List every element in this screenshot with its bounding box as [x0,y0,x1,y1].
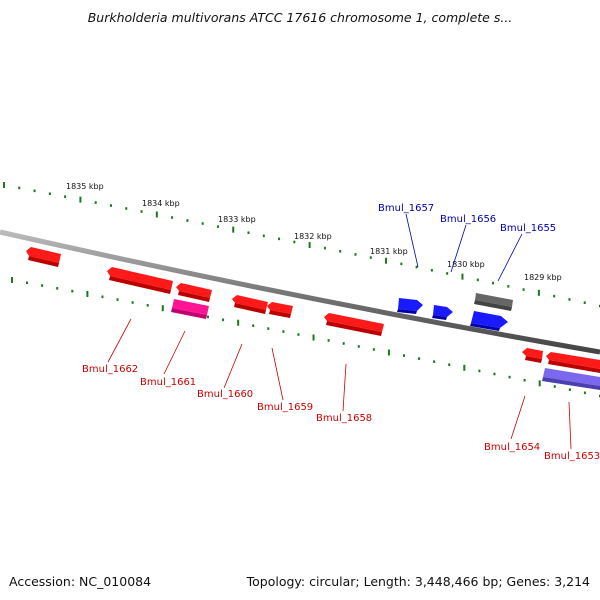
gene-bmul-1656-arrow[interactable] [432,305,453,320]
genes-reverse-strand [26,247,600,390]
gene-bmul-1661-arrow[interactable] [176,283,212,302]
gene-red-right[interactable] [546,352,600,373]
kbp-label-1829: 1829 kbp [524,273,562,282]
gene-label-bmul-1653[interactable]: Bmul_1653 [544,451,600,462]
gene-labels: Bmul_1657 Bmul_1656 Bmul_1655 Bmul_1662 … [82,203,600,462]
gene-label-bmul-1661[interactable]: Bmul_1661 [140,377,196,388]
gene-label-bmul-1658[interactable]: Bmul_1658 [316,413,372,424]
gene-label-bmul-1659[interactable]: Bmul_1659 [257,402,313,413]
kbp-label-1835: 1835 kbp [66,182,104,191]
gene-bmul-1660-arrow[interactable] [232,295,268,314]
accession-text: Accession: NC_010084 [9,574,151,589]
chromosome-backbone [0,229,600,355]
gene-bmul-1659-arrow[interactable] [267,302,293,318]
gene-bmul-1653-block[interactable] [542,368,600,390]
gene-bmul-1655-arrow[interactable] [470,311,508,331]
kbp-label-1831: 1831 kbp [370,247,408,256]
gene-bmul-1654-arrow[interactable] [522,348,543,363]
kbp-label-1833: 1833 kbp [218,215,256,224]
page-title: Burkholderia multivorans ATCC 17616 chro… [88,10,513,25]
kbp-label-1830: 1830 kbp [447,260,485,269]
genes-forward-strand [397,293,513,331]
genome-summary-text: Topology: circular; Length: 3,448,466 bp… [246,574,590,589]
gene-label-bmul-1657[interactable]: Bmul_1657 [378,203,434,214]
outer-tick-ring [3,182,600,308]
gene-label-bmul-1662[interactable]: Bmul_1662 [82,364,138,375]
gene-label-bmul-1660[interactable]: Bmul_1660 [197,389,253,400]
gene-bmul-1657-arrow[interactable] [397,298,423,314]
gene-label-bmul-1655[interactable]: Bmul_1655 [500,223,556,234]
gene-bmul-1662-arrow[interactable] [107,267,173,294]
gene-gray-block[interactable] [474,293,513,311]
gene-label-bmul-1656[interactable]: Bmul_1656 [440,214,496,225]
kbp-label-1834: 1834 kbp [142,199,180,208]
gene-magenta-block[interactable] [171,299,209,319]
gene-label-bmul-1654[interactable]: Bmul_1654 [484,442,540,453]
kbp-label-1832: 1832 kbp [294,232,332,241]
gene-red-1[interactable] [26,247,61,267]
label-leader-lines [107,213,572,450]
gene-bmul-1658-arrow[interactable] [324,313,384,336]
kbp-labels: 1835 kbp 1834 kbp 1833 kbp 1832 kbp 1831… [66,182,562,282]
